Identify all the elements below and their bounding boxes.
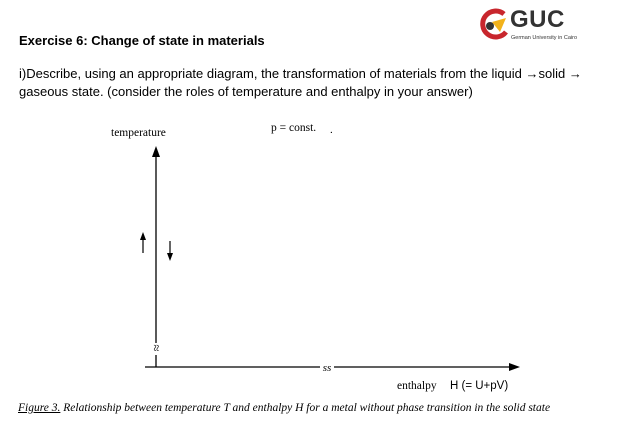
x-axis-label: enthalpy — [397, 380, 437, 392]
figure-reference: Figure 3. — [18, 402, 61, 414]
x-axis-break-symbol: ss — [323, 362, 332, 374]
logo-subtext: German University in Cairo — [511, 35, 578, 41]
question-text: i)Describe, using an appropriate diagram… — [19, 66, 582, 99]
y-axis-break-gap — [151, 343, 161, 355]
figure-caption: Figure 3. Relationship between temperatu… — [18, 400, 618, 416]
y-axis-label: temperature — [111, 127, 166, 139]
down-arrow-icon — [167, 253, 173, 261]
condition-label: p = const. — [271, 122, 316, 134]
caption-text: Relationship between temperature T and e… — [60, 402, 551, 414]
y-axis-arrowhead-icon — [152, 146, 160, 157]
guc-logo: GUC German University in Cairo — [478, 6, 608, 48]
up-arrow-icon — [140, 232, 146, 240]
exercise-title: Exercise 6: Change of state in materials — [19, 33, 265, 48]
condition-dot: . — [330, 124, 333, 136]
y-axis-break-symbol: ≈ — [149, 344, 164, 351]
x-axis-break-gap — [320, 361, 334, 373]
x-axis-formula: H (= U+pV) — [450, 380, 508, 392]
logo-text: GUC — [510, 6, 565, 33]
guc-logo-mark-icon — [480, 8, 508, 40]
x-axis-arrowhead-icon — [509, 363, 520, 371]
